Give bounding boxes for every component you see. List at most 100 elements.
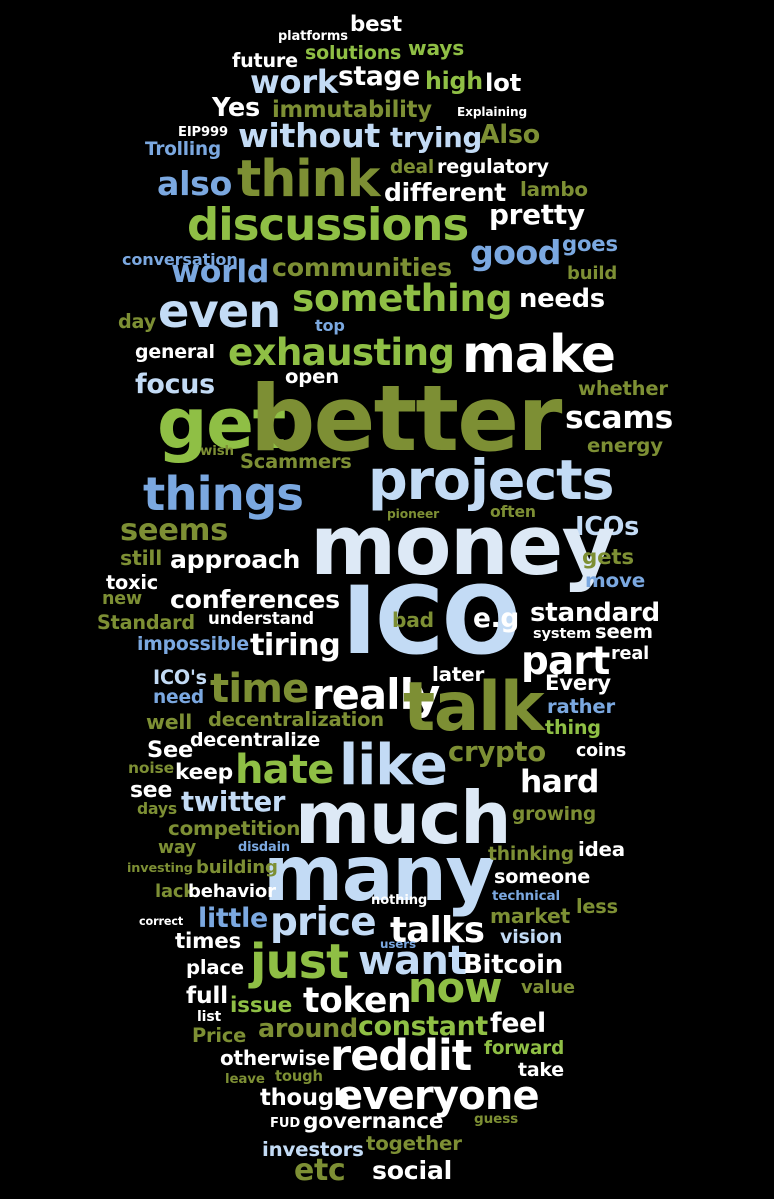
cloud-word: understand [208, 608, 314, 628]
cloud-word: still [120, 545, 163, 570]
cloud-word: ways [408, 35, 465, 60]
cloud-word: toxic [106, 571, 158, 595]
cloud-word: crypto [448, 736, 546, 769]
cloud-word: feel [490, 1007, 546, 1039]
cloud-word: wish [200, 444, 234, 460]
cloud-word: place [186, 956, 244, 980]
cloud-word: without [238, 116, 380, 156]
cloud-word: investors [262, 1138, 364, 1162]
cloud-word: Also [480, 119, 540, 150]
cloud-word: price [270, 899, 377, 945]
cloud-word: energy [587, 434, 663, 458]
cloud-word: etc [294, 1153, 346, 1189]
cloud-word: part [521, 638, 610, 684]
cloud-word: around [258, 1013, 358, 1044]
cloud-word: communities [272, 253, 452, 283]
cloud-word: see [130, 778, 173, 804]
cloud-word: talk [403, 667, 545, 747]
cloud-word: full [186, 981, 228, 1010]
cloud-word: investing [127, 860, 193, 876]
cloud-word: market [490, 903, 570, 928]
cloud-word: like [339, 732, 448, 798]
cloud-word: tiring [250, 627, 341, 663]
cloud-word: behavior [188, 880, 276, 902]
cloud-word: immutability [272, 96, 432, 123]
cloud-word: disdain [238, 839, 290, 855]
cloud-word: many [263, 829, 496, 919]
cloud-word: Scammers [240, 450, 352, 474]
cloud-word: tough [275, 1067, 323, 1085]
cloud-word: coins [576, 741, 627, 762]
cloud-word: little [198, 902, 268, 934]
cloud-word: ICO [342, 567, 521, 677]
cloud-word: Trolling [145, 138, 221, 160]
cloud-word: day [118, 310, 157, 334]
cloud-word: Bitcoin [463, 950, 564, 980]
cloud-word: Explaining [457, 104, 527, 119]
cloud-word: decentralize [190, 728, 321, 751]
cloud-word: bad [392, 607, 434, 632]
cloud-word: move [585, 569, 646, 593]
cloud-word: ICO's [153, 666, 207, 690]
cloud-word: exhausting [228, 330, 455, 375]
cloud-word: top [315, 315, 345, 335]
cloud-word: idea [578, 838, 625, 862]
cloud-word: standard [530, 597, 660, 628]
cloud-word: approach [170, 545, 301, 575]
cloud-word: guess [474, 1111, 519, 1128]
cloud-word: users [380, 937, 416, 952]
cloud-word: build [567, 263, 618, 284]
cloud-word: lambo [520, 178, 588, 202]
cloud-word: way [158, 838, 197, 859]
cloud-word: high [425, 67, 483, 96]
cloud-word: discussions [187, 197, 469, 251]
cloud-word: FUD [270, 1116, 301, 1132]
cloud-word: deal [390, 156, 435, 178]
cloud-word: focus [135, 368, 215, 400]
cloud-word: together [366, 1132, 462, 1156]
cloud-word: real [611, 644, 650, 665]
cloud-word: well [146, 709, 193, 734]
cloud-word: better [250, 365, 562, 473]
cloud-word: leave [225, 1072, 265, 1088]
cloud-word: want [358, 937, 467, 984]
cloud-word: less [576, 895, 618, 919]
cloud-word: take [518, 1058, 564, 1081]
cloud-word: times [175, 929, 242, 955]
cloud-word: best [350, 12, 402, 38]
cloud-word: ICOs [575, 512, 640, 543]
cloud-word: conferences [170, 585, 340, 615]
cloud-word: system [533, 624, 592, 642]
cloud-word: governance [303, 1109, 444, 1135]
cloud-word: growing [512, 803, 597, 825]
cloud-word: solutions [305, 41, 402, 64]
cloud-word: now [408, 964, 502, 1013]
cloud-word: correct [139, 915, 184, 929]
cloud-word: think [237, 148, 380, 208]
cloud-word: Every [545, 670, 611, 696]
cloud-word: work [250, 62, 338, 101]
cloud-word: later [432, 663, 485, 687]
cloud-word: get [157, 381, 286, 465]
cloud-word: forward [484, 1037, 565, 1059]
cloud-word: impossible [137, 633, 249, 655]
cloud-word: scams [565, 400, 673, 437]
cloud-word: e.g [473, 602, 520, 634]
cloud-word: thinking [488, 843, 574, 865]
cloud-word: just [250, 935, 349, 991]
cloud-word: regulatory [437, 155, 549, 179]
cloud-word: EIP999 [178, 125, 228, 141]
cloud-word: needs [519, 284, 605, 315]
cloud-word: issue [230, 993, 293, 1019]
cloud-word: someone [494, 865, 591, 889]
cloud-word: make [462, 325, 616, 386]
cloud-word: seem [595, 620, 653, 644]
cloud-word: projects [368, 448, 615, 514]
cloud-word: hard [520, 764, 599, 801]
cloud-word: stage [338, 60, 420, 92]
cloud-word: future [232, 49, 298, 73]
cloud-word: otherwise [220, 1045, 330, 1070]
cloud-word: competition [168, 817, 301, 841]
cloud-word: decentralization [208, 708, 384, 732]
